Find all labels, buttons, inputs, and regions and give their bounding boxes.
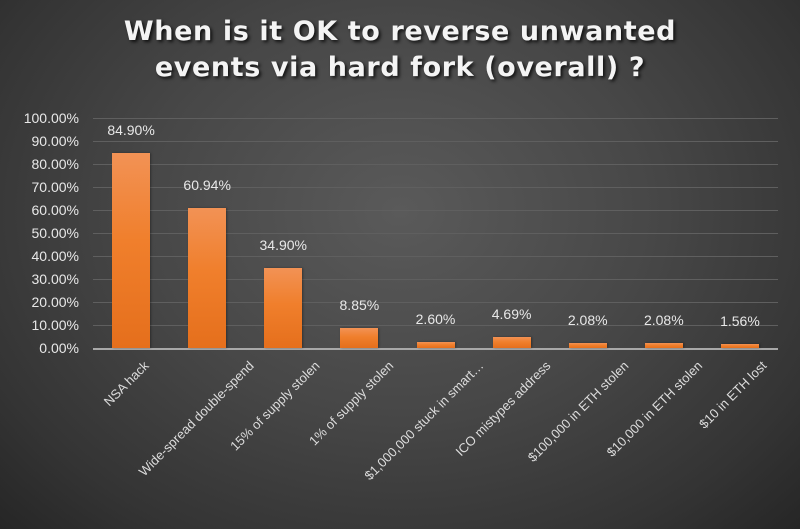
bar[interactable]	[492, 337, 531, 348]
gridline	[93, 256, 778, 257]
gridline	[93, 279, 778, 280]
chart-title-line-1: When is it OK to reverse unwanted	[123, 16, 677, 47]
x-tick-label: Wide-spread double-spend	[135, 358, 257, 479]
gridline	[93, 210, 778, 211]
bar-data-label: 34.90%	[259, 236, 307, 253]
bar-data-label: 8.85%	[339, 296, 380, 313]
y-tick-label: 10.00%	[31, 317, 79, 333]
bar[interactable]	[720, 344, 759, 348]
bar-data-label: 4.69%	[491, 306, 532, 323]
x-tick-label: $10 in ETH lost	[696, 358, 770, 432]
y-tick-label: 40.00%	[31, 248, 79, 264]
bar-data-label: 2.08%	[643, 312, 684, 329]
y-tick-label: 30.00%	[31, 271, 79, 287]
bar-data-label: 2.08%	[567, 312, 608, 329]
bar[interactable]	[112, 152, 151, 348]
bar-data-label: 1.56%	[720, 313, 760, 330]
chart-title-line-2: events via hard fork (overall) ?	[154, 52, 646, 83]
gridline	[93, 325, 778, 326]
gridline	[93, 118, 778, 119]
gridline	[93, 187, 778, 188]
bar-data-label: 60.94%	[183, 176, 231, 193]
bar[interactable]	[644, 343, 683, 348]
y-tick-label: 50.00%	[31, 225, 79, 241]
chart-title: When is it OK to reverse unwanted events…	[0, 14, 800, 86]
bar-data-label: 84.90%	[107, 121, 155, 138]
gridline	[93, 164, 778, 165]
y-tick-label: 20.00%	[31, 294, 79, 310]
bar[interactable]	[188, 207, 227, 348]
y-tick-label: 90.00%	[31, 133, 79, 149]
x-tick-label: NSA hack	[100, 358, 152, 409]
plot-area: 84.90% 60.94% 34.90% 8.85% 2.60% 4.69% 2.08% 2.…	[93, 118, 778, 350]
bar[interactable]	[416, 342, 455, 348]
gridline	[93, 233, 778, 234]
y-tick-label: 100.00%	[23, 110, 79, 126]
gridline	[93, 141, 778, 142]
bar[interactable]	[340, 327, 379, 348]
x-axis-line	[93, 348, 778, 350]
y-tick-label: 0.00%	[39, 340, 79, 356]
y-tick-label: 60.00%	[31, 202, 79, 218]
bar[interactable]	[568, 343, 607, 348]
bar[interactable]	[264, 267, 303, 348]
bar-data-label: 2.60%	[415, 311, 456, 328]
y-tick-label: 70.00%	[31, 179, 79, 195]
gridline	[93, 302, 778, 303]
y-tick-label: 80.00%	[31, 156, 79, 172]
